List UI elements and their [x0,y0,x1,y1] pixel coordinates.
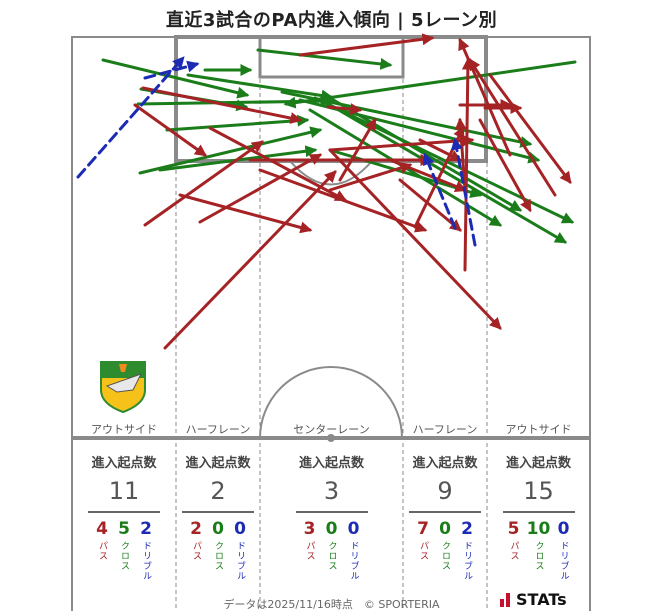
pass-arrow [208,126,348,202]
cross-arrow [283,60,577,109]
stat-cross-count: 5 [118,519,130,539]
stat-dribble-label: ドリブル [348,541,359,581]
team-crest-icon [100,361,146,414]
stat-total: 9 [437,477,453,505]
dribble-arrow [143,60,200,80]
stat-dribble-count: 2 [461,519,473,539]
stat-divider [88,511,160,513]
stat-cross-label: クロス [119,541,129,571]
pass-arrow [141,86,303,124]
cross-arrow [138,126,323,175]
pass-arrow [326,103,363,116]
lane-stats-outside-left: 進入起点数 11 4 パス 5 クロス 2 ドリブル [72,452,176,581]
stat-divider [502,511,575,513]
stat-cross-label: クロス [213,541,223,571]
cross-arrow [256,48,393,70]
center-spot [327,434,335,442]
stat-pass-label: パス [418,541,428,561]
pass-arrow [298,33,435,57]
pass-arrow [488,73,572,184]
pass-arrow [328,162,413,192]
lane-stats-halflane-right: 進入起点数 9 7 パス 0 クロス 2 ドリブル [403,452,487,581]
pass-arrow [458,37,512,157]
lane-label-outside-right: アウトサイド [505,423,572,436]
lane-label-halflane-left: ハーフレーン [185,423,251,436]
stat-cross-count: 0 [439,519,451,539]
stat-header: 進入起点数 [412,456,478,471]
stat-pass-label: パス [97,541,107,561]
stat-total: 15 [523,477,554,505]
stat-cross-label: クロス [440,541,450,571]
brand-name: STATs [516,590,567,609]
stat-dribble-label: ドリブル [558,541,569,581]
stat-dribble-label: ドリブル [235,541,245,581]
stat-pass-count: 3 [303,519,316,539]
brand-logo: STATs [500,590,567,609]
dribble-arrow [76,56,185,179]
stat-pass-label: パス [304,541,315,561]
lane-stats-outside-right: 進入起点数 15 5 パス 10 クロス 0 ドリブル [487,452,590,581]
penalty-arc [289,160,373,186]
stat-cross-count: 0 [212,519,224,539]
stat-cross-label: クロス [326,541,337,571]
stat-cross-count: 0 [325,519,338,539]
stat-dribble-count: 0 [347,519,360,539]
stat-dribble-label: ドリブル [141,541,151,581]
stat-pass-count: 2 [190,519,202,539]
chart-title: 直近3試合のPA内進入傾向 | 5レーン別 [165,10,498,31]
cross-arrow [186,73,334,102]
footer-note: データは2025/11/16時点 © SPORTERIA [223,598,440,611]
stat-divider [182,511,254,513]
pass-arrow [198,153,323,224]
stat-total: 2 [210,477,226,505]
stat-pass-label: パス [508,541,519,561]
pass-arrow [338,117,377,182]
stat-header: 進入起点数 [185,456,251,471]
stat-dribble-count: 0 [557,519,570,539]
lane-stats-halflane-left: 進入起点数 2 2 パス 0 クロス 0 ドリブル [176,452,260,581]
stat-dribble-count: 2 [140,519,152,539]
pass-arrow [258,168,428,233]
dribble-arrow [423,152,457,230]
stat-total: 11 [108,477,140,505]
stat-dribble-count: 0 [234,519,246,539]
pass-arrow [143,140,264,227]
stat-cross-count: 10 [526,519,551,539]
center-circle [259,366,403,439]
stat-header: 進入起点数 [505,456,571,471]
pass-arrow [328,134,475,152]
dribble-arrow [450,137,477,247]
pass-arrow [468,57,557,197]
lane-label-outside-left: アウトサイド [91,423,157,436]
lane-stats-center: 進入起点数 3 3 パス 0 クロス 0 ドリブル [260,452,403,581]
stat-divider [295,511,368,513]
stat-pass-label: パス [191,541,201,561]
pass-arrow [163,170,337,350]
pass-arrow [478,118,532,213]
stat-pass-count: 7 [417,519,429,539]
pass-arrow [461,57,474,272]
lane-label-center: センターレーン [293,423,370,436]
stat-pass-count: 5 [507,519,520,539]
pass-arrow [398,178,462,232]
stat-divider [409,511,481,513]
entry-arrows [76,33,577,350]
stat-dribble-label: ドリブル [462,541,472,581]
cross-arrow [165,114,310,132]
goal-area [258,35,405,79]
stats-logo-icon [500,592,512,607]
stat-cross-label: クロス [533,541,544,571]
pass-arrow [418,138,463,162]
lane-label-halflane-right: ハーフレーン [412,423,478,436]
stat-pass-count: 4 [96,519,108,539]
pass-arrow [133,103,207,157]
stat-total: 3 [323,477,340,505]
stat-header: 進入起点数 [91,456,157,471]
stat-header: 進入起点数 [298,456,364,471]
pass-arrow [178,193,313,234]
cross-arrow [101,58,250,99]
